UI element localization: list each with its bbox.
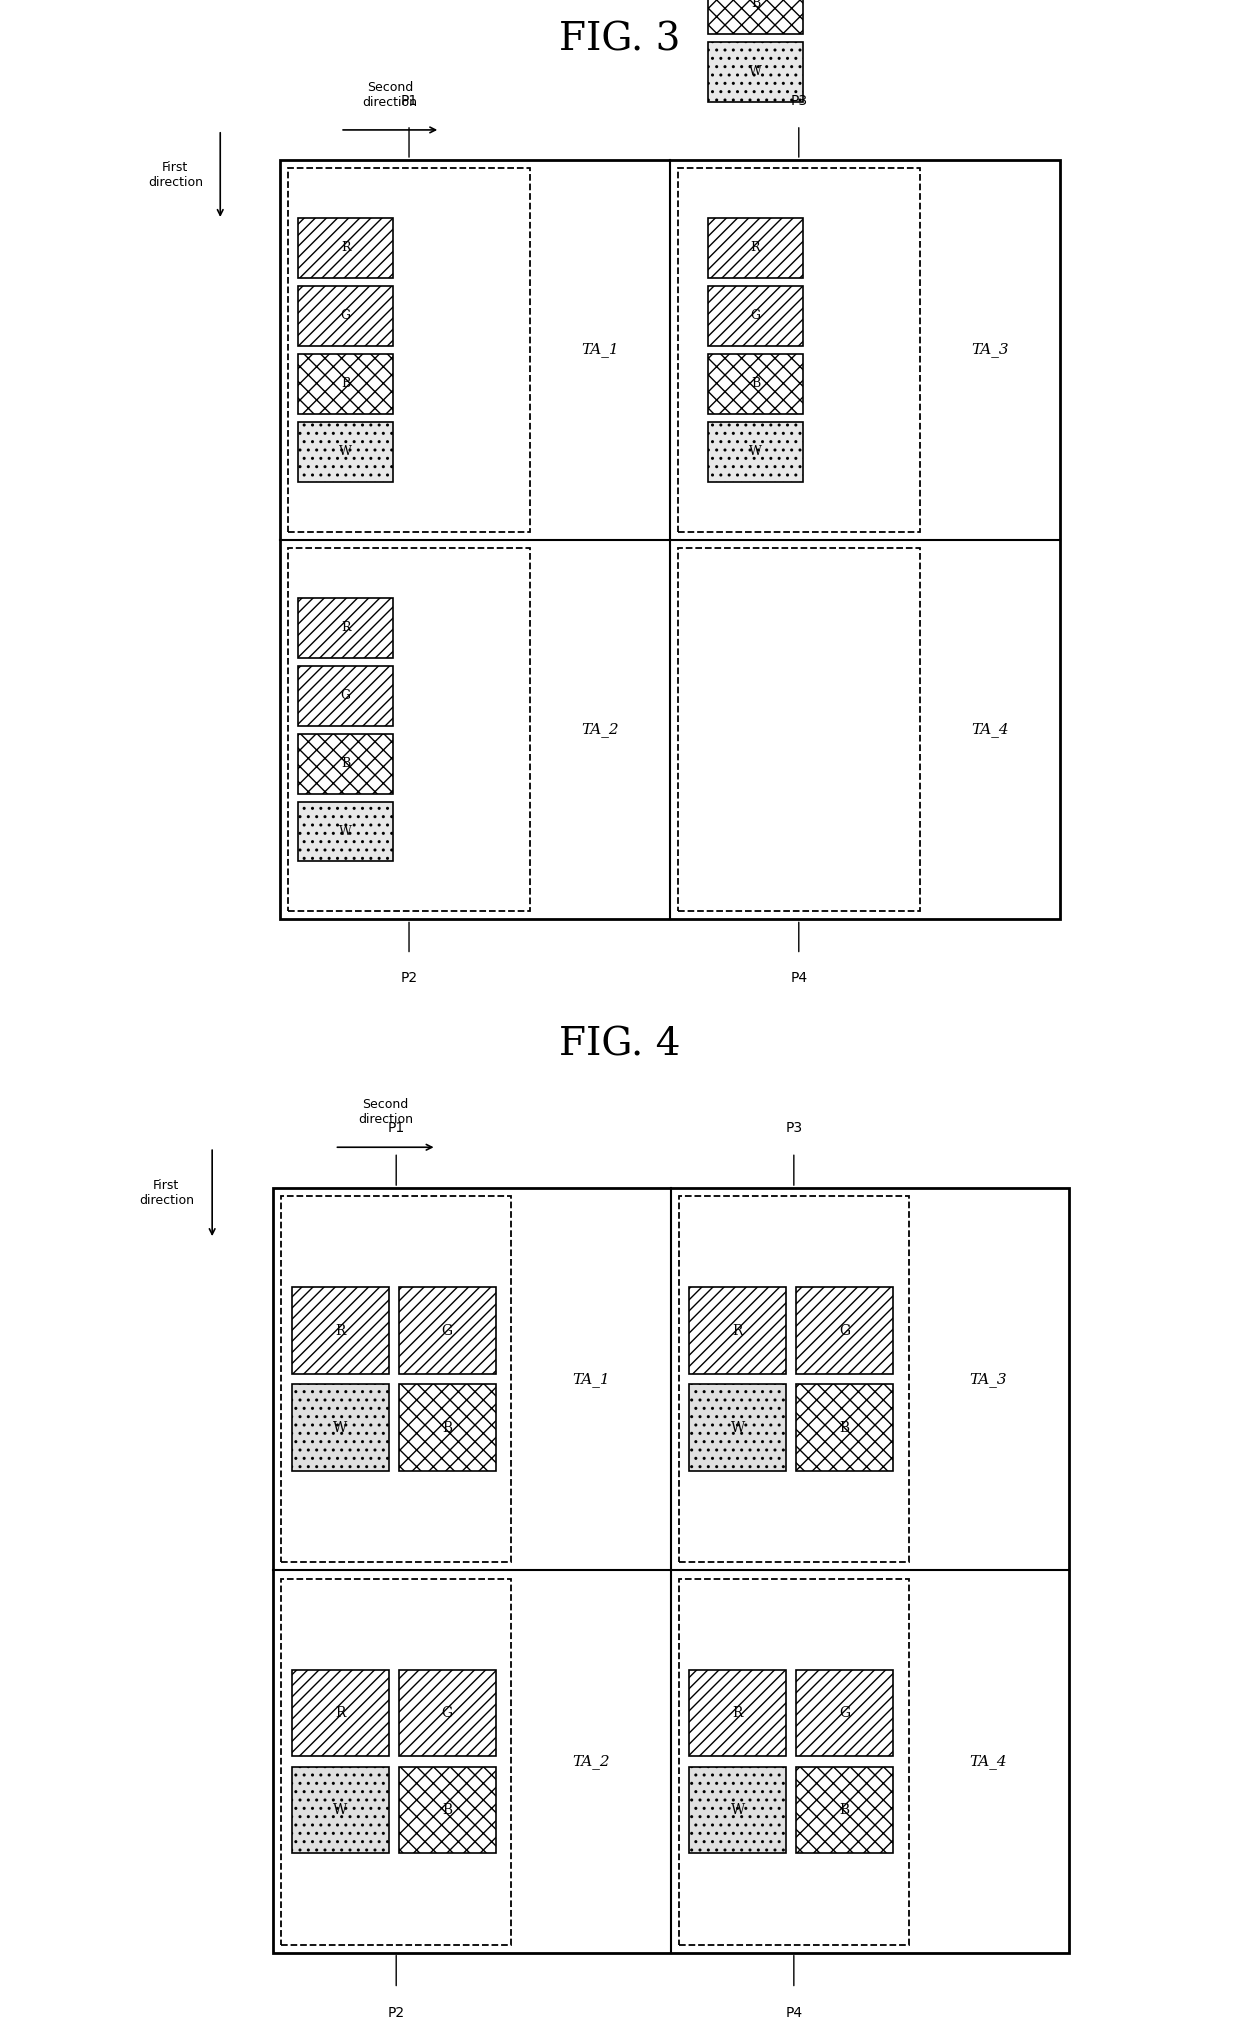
Text: P3: P3 — [785, 1121, 802, 1135]
FancyBboxPatch shape — [796, 1288, 893, 1375]
Text: TA_1: TA_1 — [572, 1371, 610, 1387]
FancyBboxPatch shape — [298, 802, 393, 862]
Text: W: W — [749, 446, 761, 458]
Text: G: G — [441, 1324, 453, 1339]
Bar — [281, 1579, 511, 1944]
FancyBboxPatch shape — [708, 42, 802, 101]
FancyBboxPatch shape — [689, 1288, 786, 1375]
FancyBboxPatch shape — [689, 1670, 786, 1757]
FancyBboxPatch shape — [298, 218, 393, 279]
Text: TA_3: TA_3 — [971, 343, 1008, 357]
Text: W: W — [730, 1803, 745, 1817]
Text: G: G — [341, 309, 351, 323]
Text: P2: P2 — [401, 971, 418, 985]
Text: B: B — [443, 1803, 453, 1817]
Text: G: G — [441, 1706, 453, 1720]
Text: R: R — [341, 622, 351, 634]
Text: R: R — [733, 1324, 743, 1339]
Text: G: G — [839, 1706, 851, 1720]
Text: W: W — [749, 65, 761, 79]
FancyBboxPatch shape — [291, 1670, 388, 1757]
Text: B: B — [839, 1803, 849, 1817]
Text: W: W — [334, 1421, 347, 1436]
FancyBboxPatch shape — [298, 422, 393, 483]
Text: FIG. 4: FIG. 4 — [559, 1028, 681, 1064]
Bar — [680, 1579, 909, 1944]
Text: G: G — [750, 309, 760, 323]
Text: W: W — [340, 446, 352, 458]
FancyBboxPatch shape — [298, 287, 393, 345]
FancyBboxPatch shape — [689, 1767, 786, 1853]
Text: TA_2: TA_2 — [582, 723, 619, 737]
FancyBboxPatch shape — [291, 1385, 388, 1472]
Text: FIG. 3: FIG. 3 — [559, 22, 681, 59]
Text: B: B — [750, 378, 760, 390]
Bar — [288, 547, 529, 911]
FancyBboxPatch shape — [291, 1767, 388, 1853]
Bar — [678, 547, 920, 911]
Text: P4: P4 — [790, 971, 807, 985]
Bar — [680, 1195, 909, 1563]
Text: TA_4: TA_4 — [971, 723, 1008, 737]
Text: W: W — [340, 826, 352, 838]
Text: B: B — [443, 1421, 453, 1436]
Bar — [280, 160, 1060, 919]
FancyBboxPatch shape — [796, 1385, 893, 1472]
FancyBboxPatch shape — [708, 218, 802, 279]
Text: W: W — [334, 1803, 347, 1817]
Text: First
direction: First direction — [148, 162, 203, 190]
Bar — [288, 168, 529, 531]
Text: B: B — [750, 0, 760, 10]
Text: R: R — [733, 1706, 743, 1720]
FancyBboxPatch shape — [796, 1670, 893, 1757]
Text: Second
direction: Second direction — [362, 81, 418, 109]
Text: P1: P1 — [401, 95, 418, 107]
FancyBboxPatch shape — [298, 353, 393, 414]
Text: P3: P3 — [790, 95, 807, 107]
FancyBboxPatch shape — [291, 1288, 388, 1375]
Text: First
direction: First direction — [139, 1179, 193, 1207]
Text: TA_2: TA_2 — [572, 1755, 610, 1769]
Text: R: R — [750, 242, 760, 254]
FancyBboxPatch shape — [708, 0, 802, 34]
FancyBboxPatch shape — [708, 422, 802, 483]
FancyBboxPatch shape — [298, 666, 393, 725]
Text: P2: P2 — [388, 2005, 404, 2019]
Text: G: G — [839, 1324, 851, 1339]
Text: B: B — [839, 1421, 849, 1436]
Text: G: G — [341, 688, 351, 703]
Bar — [273, 1187, 1069, 1952]
FancyBboxPatch shape — [689, 1385, 786, 1472]
Text: W: W — [730, 1421, 745, 1436]
FancyBboxPatch shape — [708, 353, 802, 414]
Text: R: R — [335, 1706, 345, 1720]
Text: R: R — [341, 242, 351, 254]
Text: P4: P4 — [785, 2005, 802, 2019]
FancyBboxPatch shape — [399, 1288, 496, 1375]
FancyBboxPatch shape — [399, 1767, 496, 1853]
FancyBboxPatch shape — [298, 598, 393, 658]
Text: TA_4: TA_4 — [970, 1755, 1007, 1769]
Text: B: B — [341, 378, 350, 390]
Text: TA_3: TA_3 — [970, 1371, 1007, 1387]
FancyBboxPatch shape — [399, 1385, 496, 1472]
Text: P1: P1 — [388, 1121, 404, 1135]
FancyBboxPatch shape — [298, 733, 393, 793]
FancyBboxPatch shape — [399, 1670, 496, 1757]
Text: TA_1: TA_1 — [582, 343, 619, 357]
FancyBboxPatch shape — [708, 287, 802, 345]
Text: B: B — [341, 757, 350, 769]
Bar — [281, 1195, 511, 1563]
FancyBboxPatch shape — [796, 1767, 893, 1853]
Text: Second
direction: Second direction — [358, 1098, 413, 1125]
Text: R: R — [335, 1324, 345, 1339]
Bar — [678, 168, 920, 531]
